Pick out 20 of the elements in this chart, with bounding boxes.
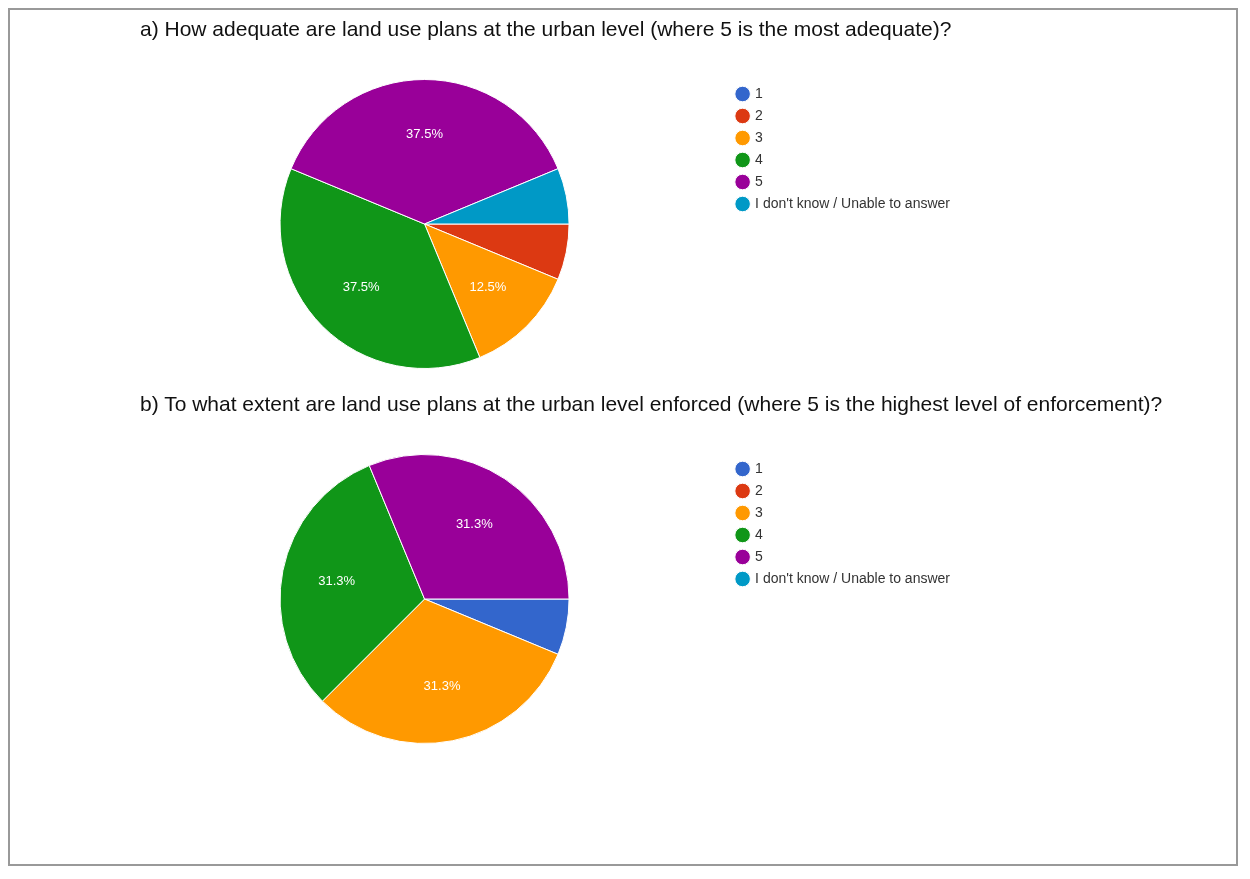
legend-label: I don't know / Unable to answer (755, 194, 951, 211)
chart-title: a) How adequate are land use plans at the urban level (where 5 is the most adequate)? (139, 16, 953, 42)
legend-label: 3 (755, 503, 764, 520)
data-label: 12.5% (469, 278, 507, 294)
legend-label: 4 (755, 150, 764, 167)
data-label: 31.3% (455, 516, 494, 532)
legend-label: 2 (755, 481, 764, 498)
data-label: 37.5% (342, 278, 381, 294)
legend-label: 2 (755, 106, 764, 123)
legend-label: 3 (755, 128, 764, 145)
chart-title: b) To what extent are land use plans at the urban level enforced (where 5 is the highest level of enforcement)? (139, 391, 1164, 417)
data-label: 31.3% (318, 573, 356, 589)
data-label: 31.3% (423, 678, 461, 694)
legend-label: I don't know / Unable to answer (755, 569, 951, 586)
legend-label: 5 (755, 172, 764, 189)
legend-label: 1 (755, 459, 764, 476)
legend-label: 5 (755, 547, 764, 564)
legend-label: 4 (755, 525, 764, 542)
legend-label: 1 (755, 84, 764, 101)
data-label: 37.5% (406, 125, 444, 141)
